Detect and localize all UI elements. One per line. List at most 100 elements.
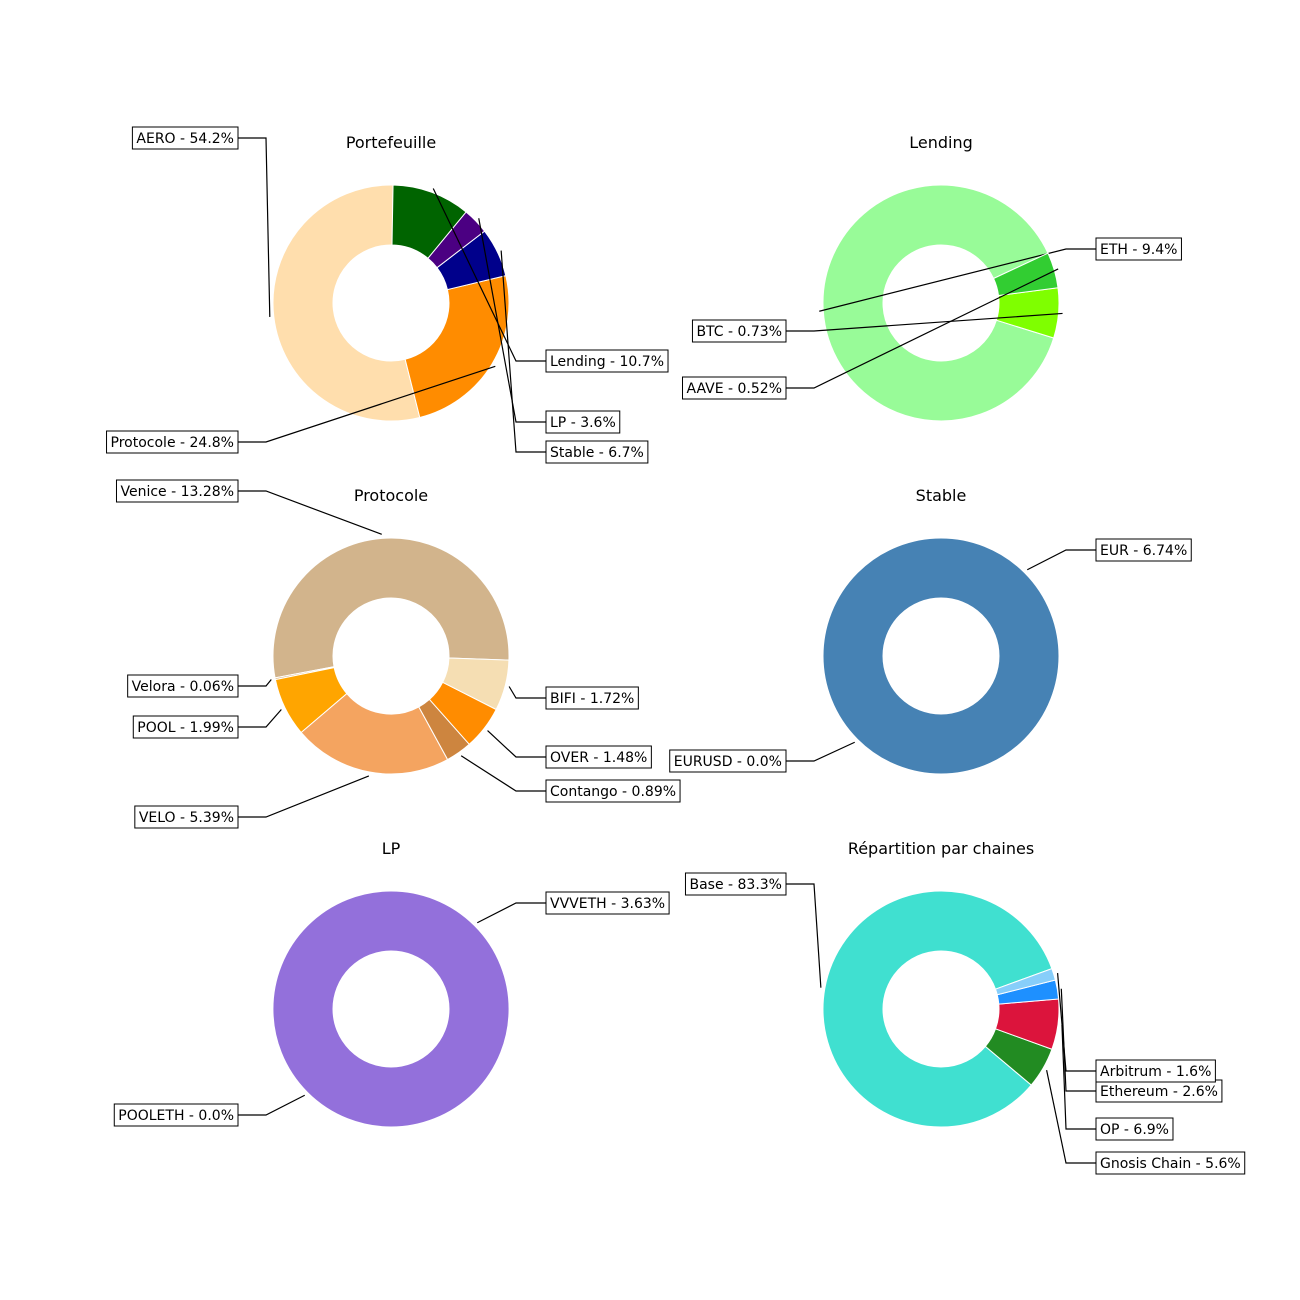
slice-label-box <box>134 805 239 829</box>
slice-label-text: Velora - 0.06% <box>132 679 234 695</box>
leader-line <box>1046 1069 1096 1164</box>
leader-line <box>786 268 1059 389</box>
slice-label: Lending - 10.7% <box>545 349 669 373</box>
slice-label: Gnosis Chain - 5.6% <box>1095 1151 1246 1175</box>
slice-label-box <box>691 319 787 343</box>
slice-label-text: AERO - 54.2% <box>136 131 234 147</box>
slice-label: Protocole - 24.8% <box>106 430 239 454</box>
slice-label: Ethereum - 2.6% <box>1095 1079 1223 1103</box>
slice-label-text: BIFI - 1.72% <box>550 691 634 707</box>
slice-label-text: Ethereum - 2.6% <box>1100 1084 1218 1100</box>
slice-label-box <box>127 674 239 698</box>
slice-label: POOL - 1.99% <box>132 715 239 739</box>
pie-slice-base <box>822 890 1053 1128</box>
slice-label-box <box>1095 1151 1246 1175</box>
slice-label-text: VVVETH - 3.63% <box>550 896 665 912</box>
leader-line <box>478 218 546 423</box>
slice-label-box <box>115 479 239 503</box>
leader-line <box>238 137 271 317</box>
leader-line <box>238 490 382 535</box>
slice-label: Base - 83.3% <box>684 872 787 896</box>
pie-chart-lending: Lending ETH - 9.4% BTC - 0.73% AAVE - 0.52% <box>682 133 1182 422</box>
pie-chart-stable: Stable EUR - 6.74% EURUSD - 0.0% <box>669 486 1192 775</box>
slice-label-text: Stable - 6.7% <box>550 445 644 461</box>
slice-label: AERO - 54.2% <box>131 126 239 150</box>
slice-label-box <box>545 891 670 915</box>
slice-label-text: Protocole - 24.8% <box>111 435 234 451</box>
pie-chart-lp: LP VVVETH - 3.63% POOLETH - 0.0% <box>113 839 670 1128</box>
chart-title: Portefeuille <box>346 133 436 152</box>
leader-line <box>238 1094 306 1116</box>
slice-label-box <box>545 745 652 769</box>
leader-line <box>819 248 1096 312</box>
slice-label-text: POOL - 1.99% <box>137 720 234 736</box>
slice-label-box <box>106 430 239 454</box>
slice-label: ETH - 9.4% <box>1095 237 1182 261</box>
pie-slice-velo <box>300 692 449 775</box>
chart-title: Répartition par chaines <box>848 839 1034 858</box>
slice-label: Venice - 13.28% <box>115 479 239 503</box>
slice-label-text: Venice - 13.28% <box>120 484 234 500</box>
pie-slice-protocole <box>404 275 510 419</box>
leader-line <box>476 902 546 924</box>
pie-slice-vvveth <box>272 890 510 1128</box>
chart-title: Lending <box>909 133 973 152</box>
slice-label: EUR - 6.74% <box>1095 538 1192 562</box>
pie-slice-eth <box>822 184 1055 422</box>
leader-line <box>1056 973 1096 1072</box>
slice-label-text: EUR - 6.74% <box>1100 543 1187 559</box>
leader-line <box>1061 1024 1096 1130</box>
slice-label-text: EURUSD - 0.0% <box>674 754 782 770</box>
slice-label: Velora - 0.06% <box>127 674 239 698</box>
leader-line <box>1060 988 1096 1092</box>
slice-label-box <box>682 376 787 400</box>
pie-chart-protocole: Protocole Venice - 13.28% Velora - 0.06% PO… <box>115 479 681 829</box>
leader-line <box>460 755 546 792</box>
pie-chart-repartition-par-chaines: Répartition par chaines Base - 83.3% Gnosi… <box>684 839 1246 1175</box>
slice-label-text: OP - 6.9% <box>1100 1122 1169 1138</box>
leader-line <box>786 741 855 762</box>
slice-label-text: AAVE - 0.52% <box>687 381 783 397</box>
leader-line <box>238 775 370 818</box>
slice-label: Arbitrum - 1.6% <box>1095 1059 1216 1083</box>
pie-slice-aero <box>272 184 421 422</box>
slice-label: EURUSD - 0.0% <box>669 749 787 773</box>
pie-slice-eur <box>822 537 1060 775</box>
leader-line <box>1026 549 1096 571</box>
leader-line <box>500 250 546 453</box>
slice-label-box <box>1095 1059 1216 1083</box>
chart-title: LP <box>382 839 401 858</box>
slice-label-box <box>545 410 621 434</box>
pie-slice-lending <box>391 184 467 259</box>
slice-label: POOLETH - 0.0% <box>113 1103 239 1127</box>
slice-label: OP - 6.9% <box>1095 1117 1174 1141</box>
slice-label-box <box>545 349 669 373</box>
slice-label-text: OVER - 1.48% <box>550 750 647 766</box>
slice-label-box <box>1095 237 1182 261</box>
slice-label-box <box>131 126 239 150</box>
leader-line <box>238 365 496 443</box>
slice-label-box <box>684 872 787 896</box>
pie-slice-venice <box>272 537 510 679</box>
pie-chart-portefeuille: Portefeuille AERO - 54.2% Protocole - 24.8… <box>106 126 669 464</box>
slice-label-box <box>1095 1117 1174 1141</box>
slice-label-text: POOLETH - 0.0% <box>118 1108 234 1124</box>
slice-label: OVER - 1.48% <box>545 745 652 769</box>
slice-label-text: LP - 3.6% <box>550 415 616 431</box>
leader-line <box>432 188 546 362</box>
slice-label: BTC - 0.73% <box>691 319 787 343</box>
slice-label-box <box>1095 538 1192 562</box>
slice-label-text: ETH - 9.4% <box>1100 242 1177 258</box>
slice-label-text: Gnosis Chain - 5.6% <box>1100 1156 1241 1172</box>
chart-title: Protocole <box>354 486 428 505</box>
slice-label-text: Arbitrum - 1.6% <box>1100 1064 1211 1080</box>
pie-slice-aave <box>992 252 1059 297</box>
slice-label: Contango - 0.89% <box>545 779 681 803</box>
leader-line <box>487 730 546 758</box>
leader-line <box>238 679 272 687</box>
leader-line <box>238 709 282 728</box>
pie-slice-bifi <box>442 657 510 711</box>
slice-label: VELO - 5.39% <box>134 805 239 829</box>
slice-label-box <box>132 715 239 739</box>
